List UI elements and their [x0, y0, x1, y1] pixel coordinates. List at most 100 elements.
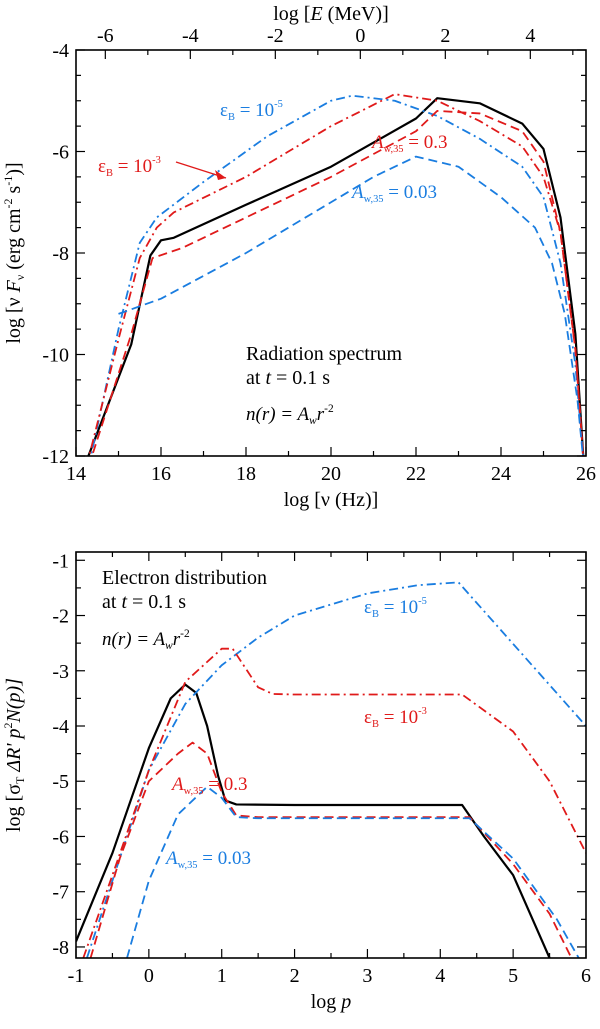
- annotation-text: = 0.3: [404, 132, 448, 153]
- y-tick-label: -5: [52, 771, 69, 793]
- x-tick-label: 4: [435, 965, 445, 987]
- y-label-part: N(p)]: [3, 678, 25, 723]
- x-tick-label: 1: [217, 965, 227, 987]
- y-label-part: T: [13, 776, 27, 784]
- x-tick-label: 20: [321, 463, 341, 485]
- y-tick-label: -6: [52, 142, 69, 164]
- top-x-label-part: E: [309, 3, 322, 25]
- subtitle-part: at: [246, 367, 265, 389]
- x-tick-label: 6: [581, 965, 591, 987]
- x-label-part: log: [311, 991, 342, 1013]
- annotation-base: A: [170, 774, 184, 795]
- y-label-part: log [ν: [3, 292, 25, 343]
- annotation-epsB5: εB = 10-5: [364, 596, 427, 620]
- formula-base: r: [173, 629, 181, 650]
- y-tick-label: -12: [42, 446, 69, 468]
- series-line-2: [90, 94, 584, 456]
- top-x-tick-label: 2: [440, 25, 450, 47]
- annotation-aw003: Aw,35 = 0.03: [350, 182, 437, 205]
- subtitle-part: = 0.1 s: [271, 367, 330, 389]
- annotation-subscript: B: [372, 609, 379, 620]
- formula-superscript: -2: [180, 628, 190, 640]
- series-line-1: [87, 97, 585, 456]
- chart-panel-2: -1 0 1 2 3 4 5 6 -8 -7 -6 -5 -4 -3 -2 -1 log p log [σT ΔR…: [1, 550, 591, 1013]
- series-line-4: [89, 741, 573, 958]
- x-tick-label: 0: [144, 965, 154, 987]
- annotation-subscript: B: [228, 112, 235, 123]
- x-tick-label: 16: [151, 463, 171, 485]
- formula-subscript: w: [309, 415, 317, 427]
- y-label-part: log [σ: [3, 784, 25, 832]
- x-label-part: p: [339, 991, 351, 1013]
- x-axis-label: log [ν (Hz)]: [284, 489, 379, 511]
- y-tick-label: -8: [52, 243, 69, 265]
- y-tick-label: -10: [42, 345, 69, 367]
- annotation-text: = 10: [113, 156, 152, 177]
- annotation-subscript: w,35: [184, 786, 204, 797]
- y-tick-label: -4: [52, 40, 69, 62]
- y-label-part: )]: [3, 162, 25, 175]
- y-label-part: -1: [1, 176, 15, 186]
- annotation-base: A: [350, 182, 364, 203]
- annotation-base: ε: [220, 100, 228, 121]
- annotation-epsB3: εB = 10-3: [364, 706, 427, 730]
- chart-title: Electron distribution: [102, 567, 267, 589]
- formula-superscript: -2: [324, 403, 334, 415]
- y-label-part: F: [3, 279, 25, 293]
- annotation-base: ε: [364, 597, 372, 618]
- y-tick-label: -7: [52, 882, 69, 904]
- top-x-tick-label: 0: [355, 25, 365, 47]
- annotation-aw03: Aw,35 = 0.3: [370, 132, 447, 155]
- y-tick-label: -8: [52, 937, 69, 959]
- formula-base: r: [317, 404, 325, 425]
- chart-title: Radiation spectrum: [246, 343, 403, 365]
- top-x-tick-label: -4: [182, 25, 199, 47]
- annotation-base: ε: [98, 156, 106, 177]
- annotation-text: = 10: [379, 707, 418, 728]
- top-x-label-part: (MeV)]: [323, 3, 389, 25]
- annotation-text: = 10: [379, 597, 418, 618]
- series-line-5: [126, 785, 580, 958]
- x-tick-label: 2: [290, 965, 300, 987]
- formula: n(r) = Awr-2: [102, 628, 190, 652]
- y-label-part: (erg cm: [3, 208, 25, 275]
- top-x-tick-label: -2: [267, 25, 284, 47]
- y-label-part: -2: [1, 198, 15, 208]
- x-axis-label: log p: [311, 991, 352, 1013]
- annotation-superscript: -3: [152, 155, 161, 166]
- annotation-base: ε: [364, 707, 372, 728]
- subtitle-part: t: [121, 591, 127, 613]
- y-axis-label: log [ν Fν (erg cm-2 s-1)]: [1, 162, 27, 343]
- annotation-superscript: -5: [418, 596, 427, 607]
- annotation-text: = 0.03: [384, 182, 437, 203]
- annotation-subscript: B: [372, 719, 379, 730]
- annotation-subscript: w,35: [364, 194, 384, 205]
- chart-subtitle: at t = 0.1 s: [246, 367, 330, 389]
- annotation-base: A: [370, 132, 384, 153]
- series-line-3: [82, 647, 586, 958]
- series-line-1: [76, 683, 551, 958]
- formula-subscript: w: [165, 640, 173, 652]
- formula-lhs: n(r) = A: [102, 629, 166, 650]
- annotation-subscript: w,35: [384, 144, 404, 155]
- annotation-epsB3: εB = 10-3: [98, 155, 161, 179]
- formula: n(r) = Awr-2: [246, 403, 334, 427]
- y-tick-label: -3: [52, 661, 69, 683]
- y-tick-label: -2: [52, 606, 69, 628]
- x-tick-label: 24: [491, 463, 511, 485]
- series-group: [87, 93, 585, 456]
- x-tick-label: 14: [66, 463, 86, 485]
- annotation-superscript: -5: [274, 99, 283, 110]
- chart-subtitle: at t = 0.1 s: [102, 591, 186, 613]
- formula-lhs: n(r) = A: [246, 404, 310, 425]
- annotation-arrow-head: [215, 170, 226, 180]
- top-x-axis-label: log [E (MeV)]: [273, 3, 389, 25]
- x-tick-label: 18: [236, 463, 256, 485]
- y-label-part: 2: [1, 722, 15, 728]
- annotation-epsB5: εB = 10-5: [220, 99, 283, 123]
- series-line-3: [88, 93, 585, 456]
- y-label-part: ΔR' p: [3, 728, 25, 776]
- x-tick-label: 26: [576, 463, 596, 485]
